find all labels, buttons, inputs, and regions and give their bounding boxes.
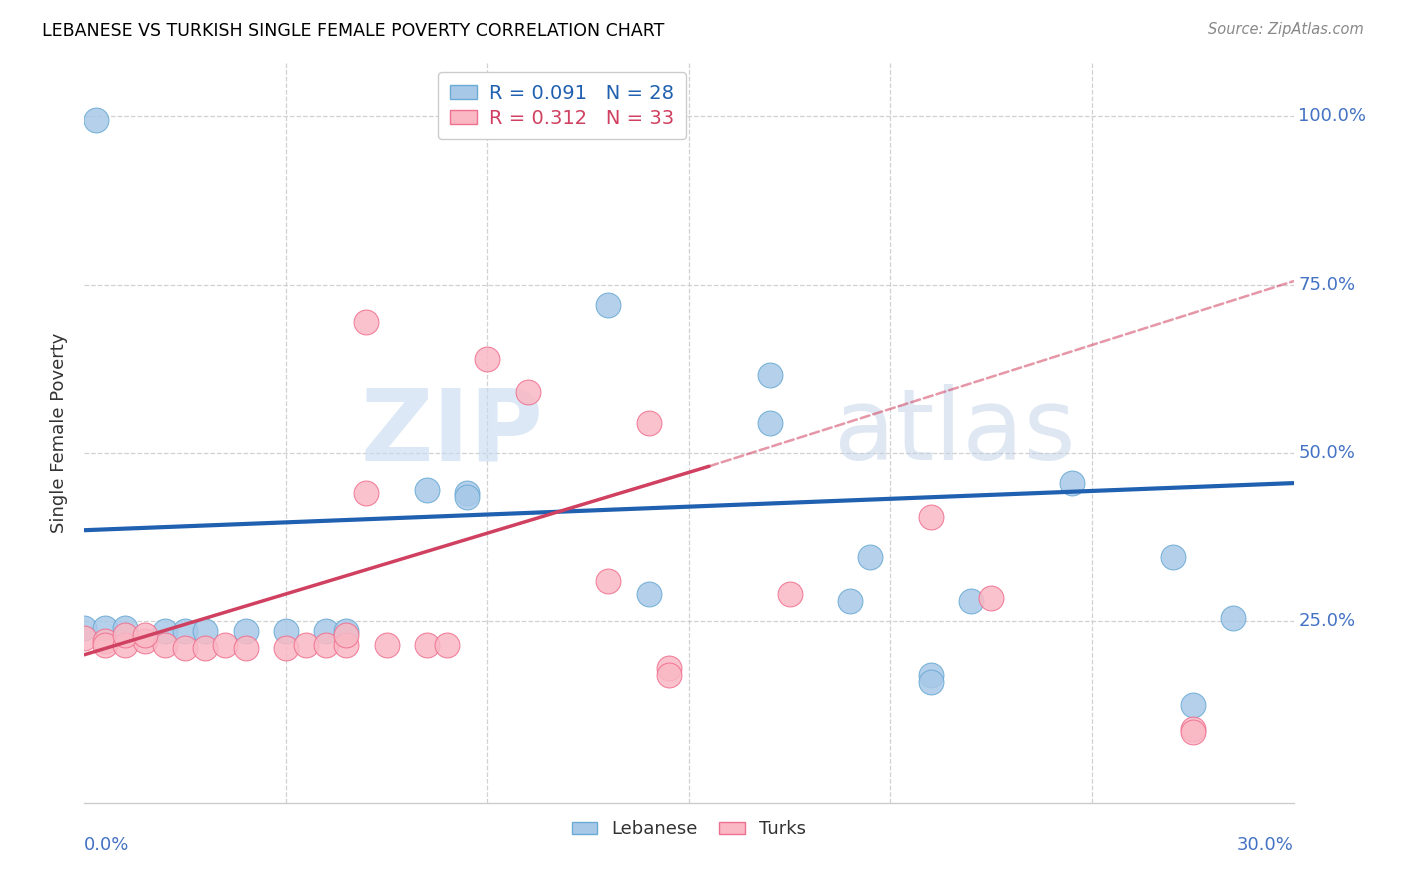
Point bbox=[456, 490, 478, 504]
Point bbox=[114, 638, 136, 652]
Point bbox=[214, 638, 236, 652]
Point bbox=[436, 638, 458, 652]
Point bbox=[598, 112, 620, 127]
Point bbox=[416, 638, 439, 652]
Point bbox=[93, 621, 115, 635]
Point bbox=[194, 640, 217, 655]
Text: LEBANESE VS TURKISH SINGLE FEMALE POVERTY CORRELATION CHART: LEBANESE VS TURKISH SINGLE FEMALE POVERT… bbox=[42, 22, 665, 40]
Point bbox=[516, 385, 538, 400]
Point bbox=[1222, 611, 1244, 625]
Text: Source: ZipAtlas.com: Source: ZipAtlas.com bbox=[1208, 22, 1364, 37]
Point bbox=[1181, 722, 1204, 736]
Point bbox=[134, 627, 156, 641]
Point bbox=[1161, 550, 1184, 565]
Point bbox=[839, 594, 862, 608]
Point bbox=[174, 624, 197, 639]
Point bbox=[637, 587, 659, 601]
Point bbox=[315, 624, 337, 639]
Point bbox=[73, 621, 96, 635]
Point bbox=[375, 638, 398, 652]
Text: 0.0%: 0.0% bbox=[84, 836, 129, 855]
Point bbox=[93, 634, 115, 648]
Point bbox=[658, 661, 681, 675]
Point bbox=[920, 674, 942, 689]
Point bbox=[637, 416, 659, 430]
Point bbox=[174, 640, 197, 655]
Point bbox=[86, 112, 108, 127]
Point bbox=[416, 483, 439, 497]
Point bbox=[274, 640, 297, 655]
Point bbox=[134, 634, 156, 648]
Point bbox=[758, 416, 780, 430]
Point bbox=[356, 486, 378, 500]
Point bbox=[859, 550, 882, 565]
Point bbox=[356, 315, 378, 329]
Point bbox=[295, 638, 318, 652]
Point bbox=[93, 638, 115, 652]
Point bbox=[114, 621, 136, 635]
Point bbox=[335, 624, 357, 639]
Point bbox=[335, 638, 357, 652]
Point bbox=[1181, 698, 1204, 713]
Point bbox=[658, 668, 681, 682]
Point bbox=[153, 624, 176, 639]
Point bbox=[779, 587, 801, 601]
Text: ZIP: ZIP bbox=[361, 384, 544, 481]
Point bbox=[1060, 476, 1083, 491]
Point bbox=[235, 624, 257, 639]
Point bbox=[153, 638, 176, 652]
Point bbox=[274, 624, 297, 639]
Point bbox=[598, 298, 620, 312]
Point bbox=[920, 668, 942, 682]
Point bbox=[477, 351, 499, 366]
Point bbox=[758, 368, 780, 383]
Point bbox=[598, 574, 620, 588]
Legend: Lebanese, Turks: Lebanese, Turks bbox=[564, 814, 814, 846]
Point bbox=[1181, 725, 1204, 739]
Point bbox=[960, 594, 983, 608]
Text: 30.0%: 30.0% bbox=[1237, 836, 1294, 855]
Point bbox=[980, 591, 1002, 605]
Point bbox=[315, 638, 337, 652]
Point bbox=[194, 624, 217, 639]
Point bbox=[920, 509, 942, 524]
Point bbox=[335, 627, 357, 641]
Point bbox=[456, 486, 478, 500]
Point bbox=[114, 627, 136, 641]
Y-axis label: Single Female Poverty: Single Female Poverty bbox=[49, 333, 67, 533]
Text: atlas: atlas bbox=[834, 384, 1076, 481]
Point bbox=[235, 640, 257, 655]
Point bbox=[73, 631, 96, 645]
